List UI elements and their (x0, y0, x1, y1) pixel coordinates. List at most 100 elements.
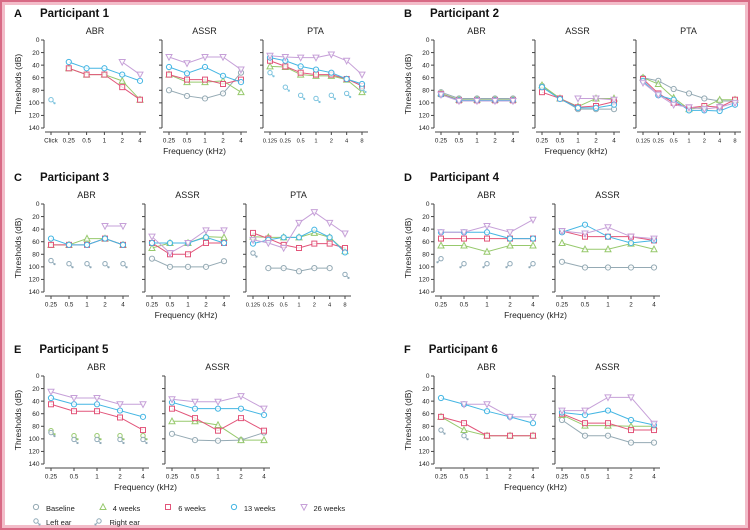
svg-text:2: 2 (508, 302, 512, 309)
chart-b-assr: ASSR 0.25 0.5 1 2 4 (532, 26, 620, 145)
svg-text:Click: Click (44, 138, 58, 145)
svg-text:1: 1 (687, 139, 690, 145)
svg-text:0.25: 0.25 (435, 474, 448, 481)
svg-text:80: 80 (32, 87, 40, 94)
svg-text:0: 0 (426, 373, 430, 380)
svg-text:60: 60 (32, 75, 40, 82)
panel-a: A Participant 1 ABR 0 20 40 60 80 100 120 140 Thres… (14, 8, 375, 156)
svg-text:1: 1 (475, 138, 479, 145)
svg-text:0: 0 (426, 201, 430, 208)
svg-text:0.25: 0.25 (166, 474, 179, 481)
svg-text:2: 2 (120, 138, 124, 145)
svg-text:40: 40 (422, 62, 430, 69)
svg-text:0.5: 0.5 (82, 138, 91, 145)
subplot-title: PTA (290, 190, 307, 200)
svg-text:0.125: 0.125 (636, 139, 651, 145)
x-axis-label: Frequency (kHz) (544, 146, 608, 156)
svg-text:120: 120 (419, 113, 430, 120)
subplot-row: ABR 0 20 40 60 80 100 120 140 Thresholds (dB) 0.25… (14, 188, 358, 312)
panel-letter: D (404, 172, 412, 184)
svg-text:2: 2 (594, 138, 598, 145)
svg-text:140: 140 (419, 461, 430, 468)
y-axis-label: Thresholds (dB) (14, 390, 23, 451)
y-axis-label: Thresholds (dB) (404, 218, 413, 279)
svg-text:120: 120 (419, 277, 430, 284)
svg-text:140: 140 (29, 125, 40, 132)
chart-f-assr: ASSR 0.25 0.5 1 2 4 (552, 362, 660, 481)
svg-text:1: 1 (606, 474, 610, 481)
svg-text:0.5: 0.5 (581, 474, 590, 481)
svg-text:0: 0 (36, 37, 40, 44)
svg-text:120: 120 (29, 449, 40, 456)
chart-e-abr: ABR 0 20 40 60 80 100 120 140 Thresholds (dB) 0.25… (14, 362, 149, 481)
legend-label: 26 weeks (313, 503, 346, 513)
svg-text:4: 4 (222, 302, 226, 309)
svg-text:0: 0 (426, 37, 430, 44)
svg-text:2: 2 (703, 139, 706, 145)
svg-text:1: 1 (314, 139, 317, 145)
x-axis-label: Frequency (kHz) (163, 146, 226, 156)
subplot-title: ASSR (205, 362, 230, 372)
legend-label: 6 weeks (178, 503, 206, 513)
chart-d-abr: ABR 0 20 40 60 80 100 120 140 Thresholds (dB) 0.25… (404, 190, 539, 309)
chart-d-assr: ASSR 0.25 0.5 1 2 4 (552, 190, 660, 309)
svg-text:0.25: 0.25 (435, 138, 448, 145)
svg-text:100: 100 (419, 264, 430, 271)
svg-text:0.5: 0.5 (297, 139, 305, 145)
svg-text:0.25: 0.25 (45, 474, 58, 481)
panel-e: E Participant 5 ABR 0 20 40 60 80 100 120 140 Thres… (14, 344, 277, 492)
svg-text:0.25: 0.25 (556, 474, 569, 481)
chart-a-pta: PTA 0.125 0.25 0.5 1 2 4 8 (260, 26, 368, 145)
subplot-title: ASSR (565, 26, 590, 36)
svg-text:4: 4 (652, 302, 656, 309)
svg-text:60: 60 (422, 239, 430, 246)
panel-title: Participant 6 (428, 344, 498, 356)
y-axis-label: Thresholds (dB) (404, 54, 413, 115)
svg-text:0.5: 0.5 (460, 302, 469, 309)
svg-text:120: 120 (419, 449, 430, 456)
legend-label: Right ear (109, 517, 140, 527)
svg-text:60: 60 (32, 239, 40, 246)
svg-text:100: 100 (419, 436, 430, 443)
svg-text:0.25: 0.25 (280, 139, 291, 145)
chart-c-abr: ABR 0 20 40 60 80 100 120 140 Thresholds (dB) 0.25… (14, 190, 129, 309)
subplot-title: ASSR (192, 26, 217, 36)
svg-text:80: 80 (422, 87, 430, 94)
svg-text:4: 4 (531, 474, 535, 481)
legend-label: Left ear (46, 517, 72, 527)
x-axis-label: Frequency (kHz) (114, 482, 177, 492)
svg-text:40: 40 (32, 226, 40, 233)
svg-text:1: 1 (485, 474, 489, 481)
svg-text:140: 140 (419, 125, 430, 132)
svg-text:120: 120 (29, 113, 40, 120)
panel-title: Participant 2 (429, 8, 499, 20)
svg-text:0.25: 0.25 (263, 303, 274, 309)
svg-text:2: 2 (221, 138, 225, 145)
svg-text:0.5: 0.5 (166, 302, 175, 309)
panel-letter: F (404, 344, 411, 356)
subplot-row: ABR 0 20 40 60 80 100 120 140 Thresholds (dB) 0.25… (404, 24, 748, 148)
svg-text:4: 4 (511, 138, 515, 145)
svg-text:40: 40 (422, 398, 430, 405)
svg-text:4: 4 (328, 303, 332, 309)
svg-text:1: 1 (95, 474, 99, 481)
svg-text:140: 140 (29, 461, 40, 468)
chart-e-assr: ASSR 0.25 0.5 1 2 4 (162, 362, 270, 481)
svg-text:40: 40 (32, 398, 40, 405)
subplot-title: PTA (307, 26, 324, 36)
subplot-title: ASSR (595, 190, 620, 200)
svg-text:2: 2 (629, 302, 633, 309)
panel-d: D Participant 4 ABR 0 20 40 60 80 100 120 140 Thres… (404, 172, 667, 320)
svg-text:0.5: 0.5 (65, 302, 74, 309)
svg-text:1: 1 (606, 302, 610, 309)
svg-text:80: 80 (32, 251, 40, 258)
svg-text:40: 40 (32, 62, 40, 69)
legend-item-w26: 26 weeks (298, 502, 346, 514)
panel-f: F Participant 6 ABR 0 20 40 60 80 100 120 140 Thres… (404, 344, 667, 492)
legend-item-right-ear: Right ear (93, 516, 140, 528)
panel-letter: E (14, 344, 22, 356)
legend-label: 4 weeks (112, 503, 141, 513)
svg-text:0.125: 0.125 (263, 139, 278, 145)
subplot-title: ASSR (175, 190, 200, 200)
